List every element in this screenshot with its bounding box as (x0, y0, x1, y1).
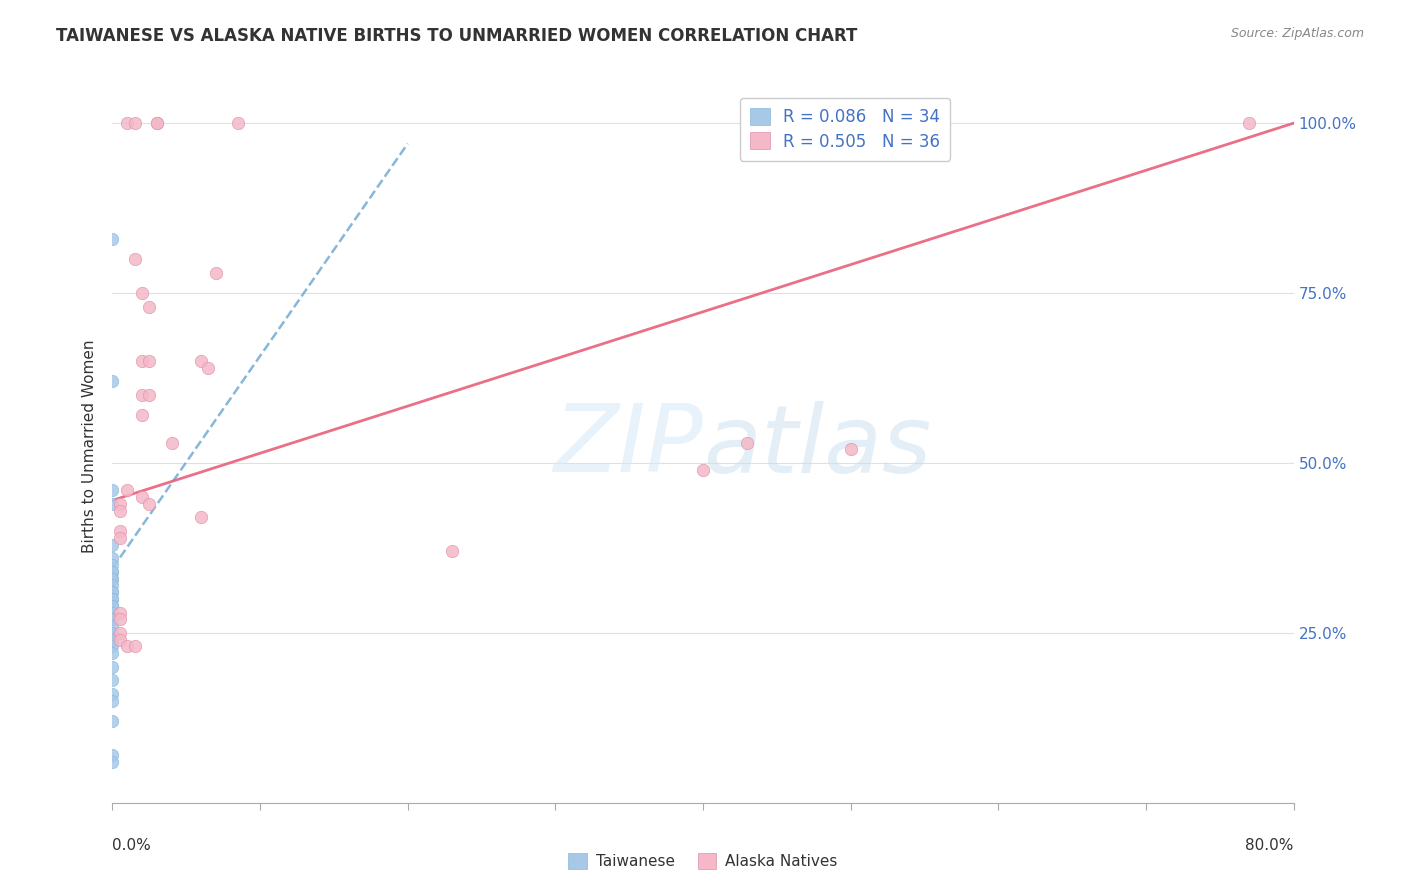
Point (101, 572, 124, 586)
Point (190, 510, 212, 524)
Text: 0.0%: 0.0% (112, 838, 152, 854)
Point (124, 252, 146, 266)
Text: TAIWANESE VS ALASKA NATIVE BIRTHS TO UNMARRIED WOMEN CORRELATION CHART: TAIWANESE VS ALASKA NATIVE BIRTHS TO UNM… (56, 27, 858, 45)
Point (101, 375, 124, 389)
Point (108, 531, 131, 545)
Point (101, 483, 124, 498)
Point (146, 116, 169, 130)
Point (692, 463, 714, 477)
Point (101, 565, 124, 579)
Point (108, 632, 131, 647)
Point (101, 585, 124, 599)
Point (131, 409, 153, 423)
Point (101, 612, 124, 626)
Point (101, 632, 124, 647)
Point (101, 232, 124, 246)
Point (101, 537, 124, 551)
Point (101, 660, 124, 674)
Text: ZIP: ZIP (554, 401, 703, 491)
Point (190, 354, 212, 368)
Point (101, 599, 124, 613)
Point (101, 687, 124, 701)
Point (101, 591, 124, 606)
Point (101, 755, 124, 769)
Point (101, 591, 124, 606)
Point (131, 490, 153, 504)
Point (101, 599, 124, 613)
Point (205, 266, 228, 280)
Point (101, 714, 124, 729)
Point (101, 626, 124, 640)
Point (737, 435, 759, 450)
Point (108, 524, 131, 538)
Point (101, 640, 124, 654)
Point (441, 544, 464, 558)
Point (101, 578, 124, 592)
Point (138, 354, 160, 368)
Point (124, 116, 146, 130)
Point (839, 442, 862, 457)
Point (108, 626, 131, 640)
Point (197, 360, 219, 375)
Point (108, 503, 131, 517)
Point (117, 116, 138, 130)
Point (101, 551, 124, 566)
Point (101, 558, 124, 572)
Point (117, 483, 138, 498)
Text: Source: ZipAtlas.com: Source: ZipAtlas.com (1230, 27, 1364, 40)
Point (131, 354, 153, 368)
Point (131, 286, 153, 301)
Point (138, 300, 160, 314)
Point (1239, 116, 1261, 130)
Point (108, 497, 131, 511)
Point (101, 612, 124, 626)
Point (101, 619, 124, 633)
Point (101, 572, 124, 586)
Point (101, 585, 124, 599)
Point (101, 673, 124, 688)
Y-axis label: Births to Unmarried Women: Births to Unmarried Women (82, 339, 97, 553)
Point (124, 640, 146, 654)
Point (117, 640, 138, 654)
Point (131, 388, 153, 402)
Point (160, 435, 183, 450)
Text: atlas: atlas (703, 401, 931, 491)
Point (138, 497, 160, 511)
Legend: Taiwanese, Alaska Natives: Taiwanese, Alaska Natives (562, 847, 844, 875)
Point (138, 388, 160, 402)
Text: 80.0%: 80.0% (1246, 838, 1294, 854)
Point (226, 116, 249, 130)
Point (101, 748, 124, 763)
Point (146, 116, 169, 130)
Point (101, 497, 124, 511)
Legend: R = 0.086   N = 34, R = 0.505   N = 36: R = 0.086 N = 34, R = 0.505 N = 36 (740, 97, 950, 161)
Point (101, 632, 124, 647)
Point (101, 565, 124, 579)
Point (101, 694, 124, 708)
Point (101, 646, 124, 660)
Point (101, 606, 124, 620)
Point (108, 612, 131, 626)
Point (108, 606, 131, 620)
